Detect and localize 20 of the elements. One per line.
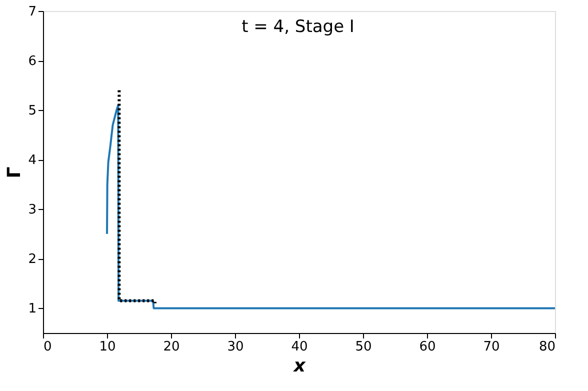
x-tick-label: 20: [163, 340, 180, 354]
y-tick-label: 6: [28, 54, 36, 70]
y-tick-label: 5: [28, 104, 36, 119]
x-tick-label: 70: [483, 340, 500, 354]
y-tick-label: 1: [28, 302, 36, 317]
x-tick-label: 0: [44, 340, 52, 354]
y-tick-label: 7: [28, 4, 36, 20]
x-tick-label: 10: [99, 340, 116, 354]
x-tick-label: 40: [291, 340, 308, 354]
y-tick-label: 3: [28, 202, 36, 218]
line-series: [106, 104, 555, 310]
x-tick-label: 80: [538, 340, 556, 354]
x-tick-label: 50: [355, 340, 372, 354]
x-tick-label: 30: [227, 340, 244, 354]
y-axis-title: Γ: [4, 166, 26, 178]
y-tick-label: 2: [28, 252, 36, 268]
y-tick-label: 4: [28, 153, 36, 168]
chart-title: t = 4, Stage I: [242, 17, 354, 37]
x-tick-label: 60: [419, 340, 436, 354]
x-axis-title: x: [292, 356, 307, 376]
